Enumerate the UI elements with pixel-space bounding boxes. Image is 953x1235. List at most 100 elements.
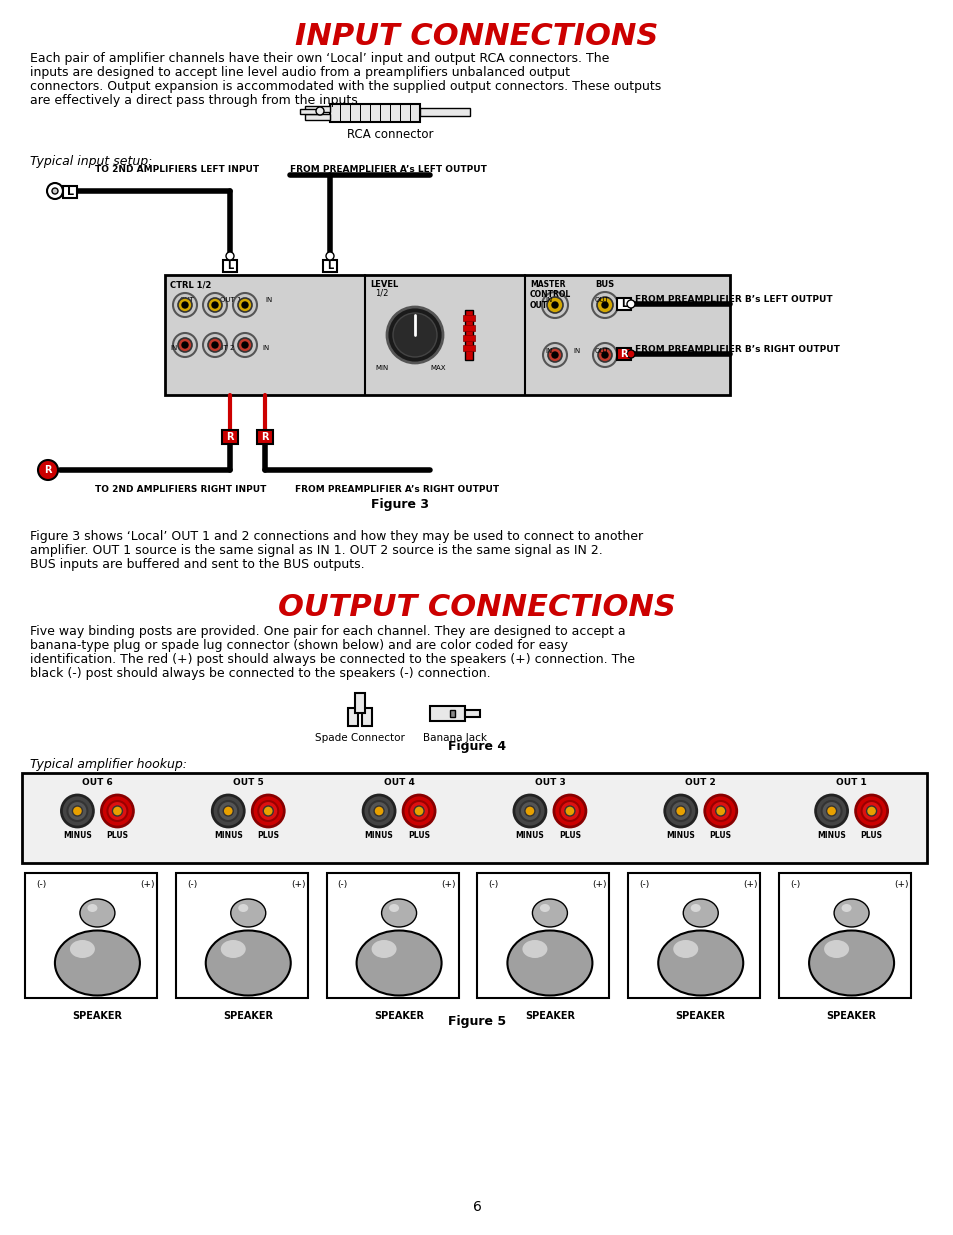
Bar [462,345,475,351]
Text: IN: IN [265,296,272,303]
Ellipse shape [220,940,246,958]
Circle shape [675,806,685,816]
Circle shape [546,296,562,312]
Text: SPEAKER: SPEAKER [675,1011,725,1021]
Text: OUT: OUT [595,296,609,303]
Text: L: L [227,261,233,270]
Text: BUS inputs are buffered and sent to the BUS outputs.: BUS inputs are buffered and sent to the … [30,558,364,571]
Text: PLUS: PLUS [860,831,882,840]
Text: MASTER
CONTROL
OUT: MASTER CONTROL OUT [530,280,571,310]
Circle shape [710,802,730,821]
Text: OUT 3: OUT 3 [534,778,565,787]
Circle shape [263,806,273,816]
Text: OUT 2: OUT 2 [684,778,716,787]
Text: PLUS: PLUS [408,831,430,840]
Text: MINUS: MINUS [213,831,242,840]
Ellipse shape [682,899,718,927]
Circle shape [519,802,539,821]
Text: are effectively a direct pass through from the inputs.: are effectively a direct pass through fr… [30,94,361,107]
Circle shape [233,333,256,357]
Circle shape [559,802,579,821]
Text: (-): (-) [488,881,498,889]
Circle shape [178,338,192,352]
Circle shape [554,795,585,827]
Text: black (-) post should always be connected to the speakers (-) connection.: black (-) post should always be connecte… [30,667,490,680]
Text: connectors. Output expansion is accommodated with the supplied output connectors: connectors. Output expansion is accommod… [30,80,660,93]
Circle shape [403,795,435,827]
Circle shape [542,343,566,367]
Text: OUT: OUT [595,348,609,354]
Circle shape [68,802,88,821]
Circle shape [626,350,635,358]
Text: (-): (-) [337,881,348,889]
Text: FROM PREAMPLIFIER A’s RIGHT OUTPUT: FROM PREAMPLIFIER A’s RIGHT OUTPUT [294,485,498,494]
Circle shape [369,802,389,821]
Bar [175,873,308,998]
Text: (-): (-) [789,881,800,889]
Text: TO 2ND AMPLIFIERS LEFT INPUT: TO 2ND AMPLIFIERS LEFT INPUT [95,165,259,174]
Ellipse shape [356,930,441,995]
Text: INPUT CONNECTIONS: INPUT CONNECTIONS [295,22,658,51]
Circle shape [552,303,558,308]
Bar [305,114,330,120]
Circle shape [315,107,324,115]
Circle shape [182,303,188,308]
Circle shape [212,342,218,348]
Circle shape [601,352,607,358]
Circle shape [664,795,696,827]
Circle shape [670,802,690,821]
Text: FROM PREAMPLIFIER A’s LEFT OUTPUT: FROM PREAMPLIFIER A’s LEFT OUTPUT [290,165,486,174]
Ellipse shape [808,930,893,995]
Bar [222,430,237,445]
Circle shape [409,802,429,821]
Circle shape [601,303,607,308]
Circle shape [218,802,238,821]
Text: Each pair of amplifier channels have their own ‘Local’ input and output RCA conn: Each pair of amplifier channels have the… [30,52,609,65]
Ellipse shape [690,904,700,911]
Text: OUT 6: OUT 6 [82,778,112,787]
Circle shape [815,795,846,827]
Circle shape [363,795,395,827]
Text: 1/2: 1/2 [375,288,388,296]
Circle shape [52,188,58,194]
Bar [419,107,470,116]
Ellipse shape [673,940,698,958]
Text: IN: IN [170,345,177,351]
Text: SPEAKER: SPEAKER [524,1011,575,1021]
Circle shape [514,795,545,827]
Circle shape [825,806,836,816]
Bar [256,430,273,445]
Circle shape [38,459,58,480]
Bar [355,693,365,713]
Text: L: L [327,261,333,270]
Ellipse shape [238,904,248,911]
Text: Figure 3 shows ‘Local’ OUT 1 and 2 connections and how they may be used to conne: Figure 3 shows ‘Local’ OUT 1 and 2 conne… [30,530,642,543]
Bar [477,873,609,998]
Text: Figure 5: Figure 5 [448,1015,505,1028]
Text: Typical amplifier hookup:: Typical amplifier hookup: [30,758,187,771]
Text: SPEAKER: SPEAKER [223,1011,273,1021]
Text: RCA connector: RCA connector [346,128,433,141]
Ellipse shape [658,930,742,995]
Bar [462,315,475,321]
Text: IN: IN [262,345,269,351]
Text: PLUS: PLUS [558,831,580,840]
Circle shape [47,183,63,199]
Circle shape [233,293,256,317]
Text: MINUS: MINUS [817,831,845,840]
Text: identification. The red (+) post should always be connected to the speakers (+) : identification. The red (+) post should … [30,653,635,666]
Circle shape [861,802,881,821]
Bar [617,348,630,359]
Text: R: R [619,350,627,359]
Bar [305,106,330,112]
Circle shape [552,352,558,358]
Text: banana-type plug or spade lug connector (shown below) and are color coded for ea: banana-type plug or spade lug connector … [30,638,567,652]
Text: amplifier. OUT 1 source is the same signal as IN 1. OUT 2 source is the same sig: amplifier. OUT 1 source is the same sign… [30,543,602,557]
Ellipse shape [70,940,94,958]
Bar [165,275,729,395]
Bar [323,261,336,272]
Ellipse shape [206,930,291,995]
Text: MINUS: MINUS [63,831,91,840]
Text: (-): (-) [187,881,197,889]
Text: R: R [261,432,269,442]
